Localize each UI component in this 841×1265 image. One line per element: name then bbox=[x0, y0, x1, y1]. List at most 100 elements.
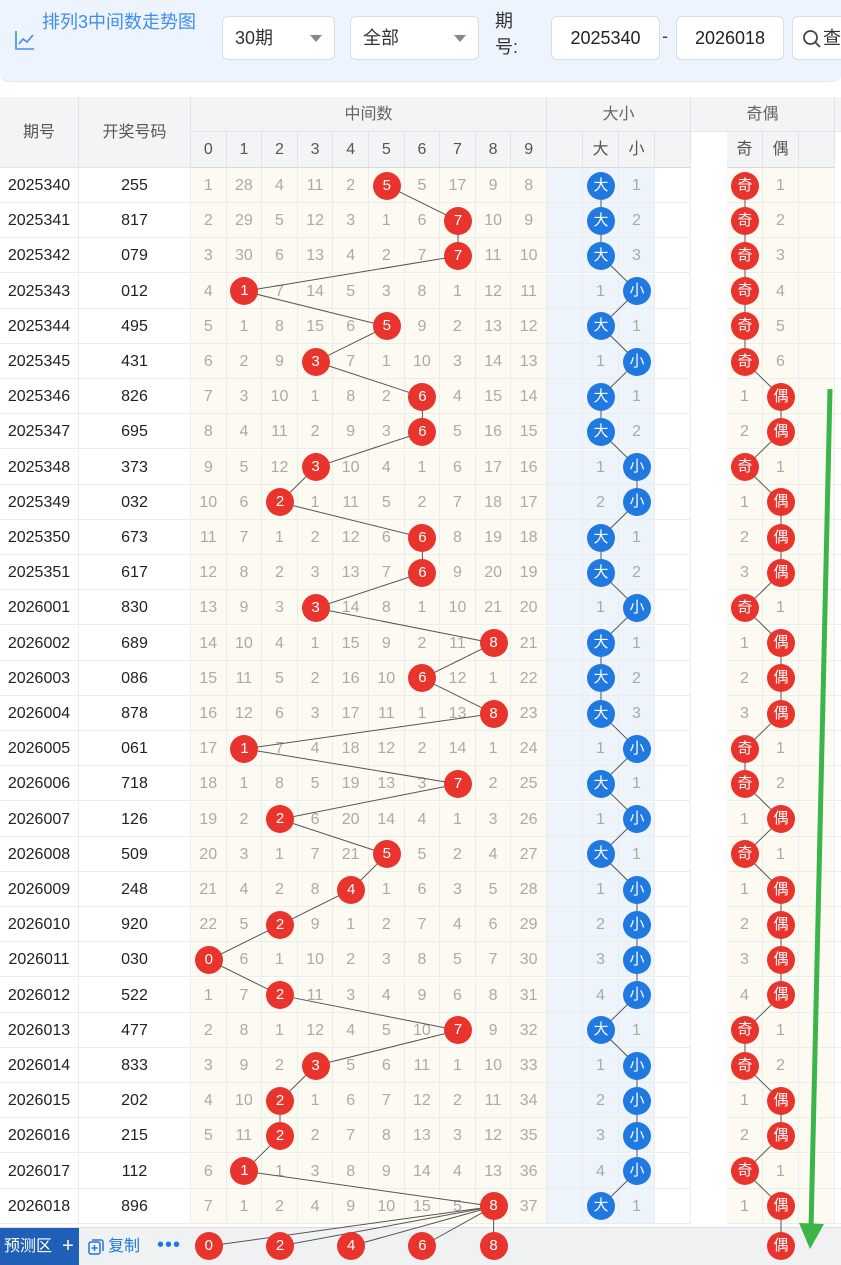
middle-digit-cell: 5 bbox=[333, 1048, 369, 1083]
draw-number-cell: 079 bbox=[79, 238, 191, 274]
size-cell: 3 bbox=[619, 696, 655, 731]
middle-digit-cell: 3 bbox=[369, 273, 405, 309]
header-gap bbox=[547, 132, 583, 168]
middle-digit-cell: 4 bbox=[226, 414, 263, 450]
middle-digit-cell: 11 bbox=[226, 1118, 263, 1154]
filter-select[interactable]: 全部 bbox=[350, 16, 479, 60]
middle-number-ball: 2 bbox=[266, 981, 294, 1010]
more-icon[interactable]: ••• bbox=[157, 1234, 182, 1256]
draw-number-cell: 830 bbox=[79, 590, 191, 626]
middle-number-ball: 2 bbox=[266, 1086, 294, 1115]
prediction-digit-ball[interactable]: 0 bbox=[194, 1232, 223, 1260]
issue-cell: 2026010 bbox=[0, 907, 79, 943]
prediction-digit-ball[interactable]: 8 bbox=[479, 1232, 508, 1260]
gap-cell bbox=[799, 238, 835, 274]
header-gap bbox=[799, 132, 835, 168]
size-cell: 2 bbox=[619, 203, 655, 239]
size-ball: 小 bbox=[623, 1051, 651, 1080]
gap-cell bbox=[655, 168, 691, 203]
middle-number-ball: 7 bbox=[444, 206, 472, 235]
middle-digit-cell: 6 bbox=[226, 484, 263, 520]
parity-cell: 4 bbox=[763, 273, 799, 309]
gap-cell bbox=[835, 449, 841, 485]
parity-ball: 奇 bbox=[731, 734, 759, 763]
middle-digit-cell: 13 bbox=[475, 1153, 512, 1189]
middle-digit-cell: 9 bbox=[404, 977, 441, 1013]
size-ball: 小 bbox=[623, 594, 651, 622]
middle-number-ball: 6 bbox=[408, 523, 437, 552]
draw-number-cell: 126 bbox=[79, 801, 191, 837]
middle-digit-cell: 3 bbox=[191, 238, 227, 274]
gap-cell bbox=[655, 942, 691, 978]
gap-cell bbox=[655, 590, 691, 626]
period-from-input[interactable]: 2025340 bbox=[551, 16, 660, 60]
search-button[interactable]: 查 bbox=[792, 16, 841, 60]
draw-number-cell: 617 bbox=[79, 555, 191, 591]
prediction-parity-ball[interactable]: 偶 bbox=[767, 1232, 795, 1260]
table-row: 2025344 495 5 1 8 15 6 9 2 13 12 1 5 bbox=[0, 308, 841, 344]
middle-digit-cell: 1 bbox=[262, 520, 298, 555]
size-cell: 3 bbox=[619, 238, 655, 274]
middle-digit-cell: 21 bbox=[191, 872, 227, 907]
parity-cell: 2 bbox=[763, 766, 799, 802]
issue-cell: 2025345 bbox=[0, 344, 79, 379]
gap-cell bbox=[655, 731, 691, 767]
gap-cell bbox=[547, 1188, 583, 1224]
gap-cell bbox=[547, 836, 583, 872]
table-row: 2026007 126 19 2 6 20 14 4 1 3 26 1 1 bbox=[0, 801, 841, 837]
middle-digit-cell: 4 bbox=[475, 836, 512, 872]
middle-digit-cell: 12 bbox=[297, 203, 334, 239]
period-count-select[interactable]: 30期 bbox=[222, 16, 335, 60]
middle-digit-cell: 7 bbox=[369, 1083, 405, 1119]
parity-cell: 2 bbox=[727, 660, 763, 696]
gap-cell bbox=[547, 907, 583, 943]
period-to-input[interactable]: 2026018 bbox=[676, 16, 784, 60]
prediction-digit-ball[interactable]: 2 bbox=[266, 1232, 294, 1260]
parity-cell: 1 bbox=[763, 168, 799, 203]
size-cell: 1 bbox=[583, 273, 619, 309]
middle-digit-cell: 2 bbox=[297, 1118, 334, 1154]
plus-icon[interactable]: + bbox=[62, 1235, 74, 1257]
gap-cell bbox=[655, 660, 691, 696]
chevron-down-icon bbox=[454, 35, 466, 42]
middle-digit-cell: 14 bbox=[191, 625, 227, 661]
gap-cell bbox=[655, 1048, 691, 1083]
middle-digit-cell: 3 bbox=[404, 766, 441, 802]
copy-button[interactable]: 复制 bbox=[88, 1228, 140, 1265]
table-row: 2026013 477 2 8 1 12 4 5 10 9 32 1 1 bbox=[0, 1012, 841, 1048]
middle-digit-cell: 22 bbox=[511, 660, 547, 696]
middle-digit-cell: 9 bbox=[191, 449, 227, 485]
gap-cell bbox=[655, 872, 691, 907]
issue-cell: 2025347 bbox=[0, 414, 79, 450]
prediction-digit-ball[interactable]: 4 bbox=[337, 1232, 366, 1260]
draw-number-cell: 522 bbox=[79, 977, 191, 1013]
middle-digit-cell: 8 bbox=[333, 379, 369, 415]
parity-cell: 6 bbox=[763, 344, 799, 379]
header-parity-odd: 奇 bbox=[727, 132, 763, 168]
gap-cell bbox=[799, 344, 835, 379]
middle-digit-cell: 9 bbox=[333, 414, 369, 450]
header-digit-7: 7 bbox=[440, 132, 476, 168]
prediction-label[interactable]: 预测区 bbox=[0, 1228, 79, 1265]
parity-cell: 3 bbox=[727, 942, 763, 978]
gap-cell bbox=[655, 907, 691, 943]
draw-number-cell: 255 bbox=[79, 168, 191, 203]
middle-digit-cell: 5 bbox=[440, 1188, 476, 1224]
header-digit-0: 0 bbox=[191, 132, 227, 168]
issue-cell: 2026004 bbox=[0, 696, 79, 731]
size-ball: 小 bbox=[623, 875, 651, 904]
middle-digit-cell: 1 bbox=[262, 1012, 298, 1048]
middle-digit-cell: 6 bbox=[262, 696, 298, 731]
middle-digit-cell: 4 bbox=[191, 273, 227, 309]
size-ball: 大 bbox=[587, 418, 615, 446]
parity-ball: 奇 bbox=[731, 453, 759, 482]
middle-digit-cell: 6 bbox=[333, 1083, 369, 1119]
gap-cell bbox=[835, 942, 841, 978]
gap-cell bbox=[835, 1012, 841, 1048]
size-ball: 大 bbox=[587, 699, 615, 728]
middle-digit-cell: 4 bbox=[191, 1083, 227, 1119]
middle-digit-cell: 11 bbox=[262, 414, 298, 450]
gap-cell bbox=[547, 942, 583, 978]
middle-digit-cell: 5 bbox=[369, 1012, 405, 1048]
table-row: 2025345 431 6 2 9 7 1 10 3 14 13 1 6 bbox=[0, 344, 841, 379]
